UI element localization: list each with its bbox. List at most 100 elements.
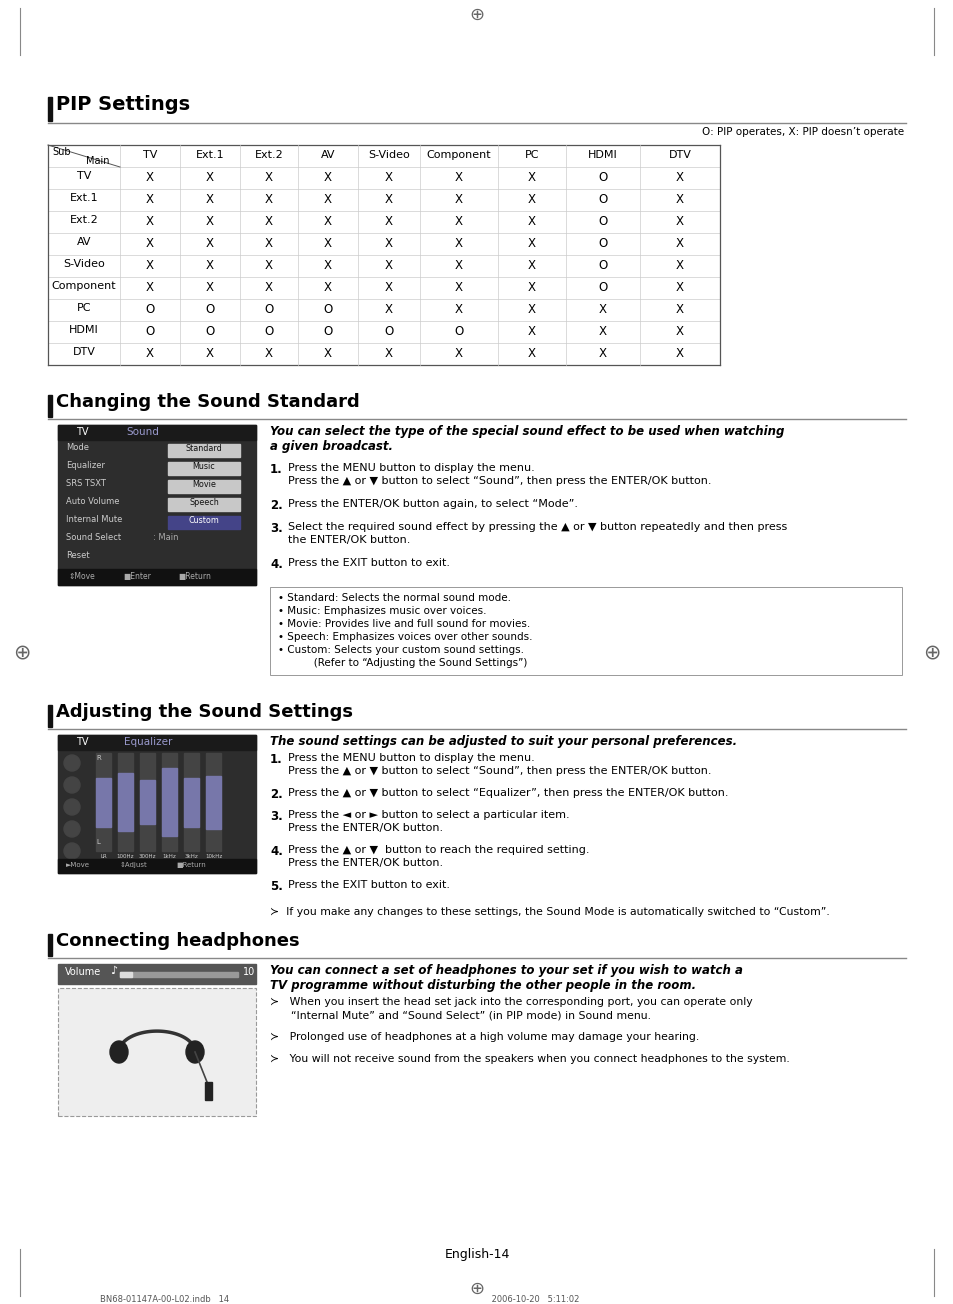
Text: 4.: 4. bbox=[270, 845, 283, 858]
Bar bbox=[58, 425, 255, 439]
Text: Press the EXIT button to exit.: Press the EXIT button to exit. bbox=[288, 558, 450, 569]
Bar bbox=[48, 96, 52, 121]
Bar bbox=[206, 752, 221, 852]
Text: X: X bbox=[676, 259, 683, 273]
Text: Press the ▲ or ▼ button to select “Sound”, then press the ENTER/OK button.: Press the ▲ or ▼ button to select “Sound… bbox=[288, 765, 711, 776]
Text: O: O bbox=[264, 303, 274, 316]
Bar bbox=[120, 971, 237, 977]
Text: X: X bbox=[324, 193, 332, 206]
Text: Press the ENTER/OK button again, to select “Mode”.: Press the ENTER/OK button again, to sele… bbox=[288, 499, 578, 509]
Bar bbox=[162, 768, 177, 836]
Bar bbox=[168, 480, 240, 493]
Text: 300Hz: 300Hz bbox=[138, 854, 156, 859]
Text: X: X bbox=[265, 215, 273, 228]
Bar bbox=[168, 462, 240, 475]
Text: Volume: Volume bbox=[65, 968, 101, 977]
Text: X: X bbox=[598, 303, 606, 316]
Text: : Main: : Main bbox=[152, 533, 178, 542]
Text: You can connect a set of headphones to your set if you wish to watch a
TV progra: You can connect a set of headphones to y… bbox=[270, 964, 742, 992]
Text: ■Enter: ■Enter bbox=[123, 572, 151, 582]
Text: X: X bbox=[598, 347, 606, 360]
Text: X: X bbox=[527, 303, 536, 316]
Text: O: O bbox=[145, 325, 154, 338]
Text: Reset: Reset bbox=[66, 552, 90, 559]
Text: SRS TSXT: SRS TSXT bbox=[66, 479, 106, 488]
Text: 10: 10 bbox=[243, 968, 255, 977]
Text: • Music: Emphasizes music over voices.: • Music: Emphasizes music over voices. bbox=[277, 606, 486, 615]
Text: X: X bbox=[206, 280, 213, 293]
Text: ≻   You will not receive sound from the speakers when you connect headphones to : ≻ You will not receive sound from the sp… bbox=[270, 1054, 789, 1064]
Text: X: X bbox=[455, 303, 462, 316]
Text: O: O bbox=[384, 325, 394, 338]
Text: 10kHz: 10kHz bbox=[205, 854, 222, 859]
Text: X: X bbox=[324, 215, 332, 228]
Text: The sound settings can be adjusted to suit your personal preferences.: The sound settings can be adjusted to su… bbox=[270, 735, 737, 748]
Bar bbox=[58, 735, 255, 750]
Text: X: X bbox=[385, 171, 393, 184]
Bar bbox=[58, 988, 255, 1116]
Circle shape bbox=[64, 822, 80, 837]
Ellipse shape bbox=[110, 1041, 128, 1063]
Text: Press the MENU button to display the menu.: Press the MENU button to display the men… bbox=[288, 752, 535, 763]
Text: O: O bbox=[598, 215, 607, 228]
Text: S-Video: S-Video bbox=[63, 259, 105, 269]
Text: O: O bbox=[598, 280, 607, 293]
Bar bbox=[58, 964, 255, 985]
Text: Select the required sound effect by pressing the ▲ or ▼ button repeatedly and th: Select the required sound effect by pres… bbox=[288, 522, 786, 532]
Text: O: O bbox=[205, 303, 214, 316]
Text: X: X bbox=[206, 237, 213, 250]
Text: (Refer to “Adjusting the Sound Settings”): (Refer to “Adjusting the Sound Settings”… bbox=[277, 659, 527, 668]
Text: X: X bbox=[385, 193, 393, 206]
Text: ⊕: ⊕ bbox=[469, 7, 484, 23]
Text: 3.: 3. bbox=[270, 522, 282, 535]
Text: X: X bbox=[455, 215, 462, 228]
Text: Auto Volume: Auto Volume bbox=[66, 497, 119, 506]
Text: 2.: 2. bbox=[270, 788, 282, 801]
Text: PIP Settings: PIP Settings bbox=[56, 95, 190, 113]
Text: 1.: 1. bbox=[270, 463, 282, 476]
Text: X: X bbox=[324, 237, 332, 250]
Text: X: X bbox=[676, 193, 683, 206]
Text: Mode: Mode bbox=[66, 443, 89, 452]
Text: 2.: 2. bbox=[270, 499, 282, 512]
Text: X: X bbox=[455, 347, 462, 360]
Text: 4.: 4. bbox=[270, 558, 283, 571]
Text: X: X bbox=[676, 303, 683, 316]
Text: Component: Component bbox=[426, 150, 491, 160]
Text: • Custom: Selects your custom sound settings.: • Custom: Selects your custom sound sett… bbox=[277, 645, 523, 655]
Bar bbox=[162, 752, 177, 852]
Text: X: X bbox=[206, 215, 213, 228]
Text: X: X bbox=[265, 259, 273, 273]
Text: X: X bbox=[455, 193, 462, 206]
Text: DTV: DTV bbox=[668, 150, 691, 160]
Text: Press the MENU button to display the menu.: Press the MENU button to display the men… bbox=[288, 463, 535, 473]
Text: ■Return: ■Return bbox=[175, 862, 206, 868]
Text: 5.: 5. bbox=[270, 880, 283, 893]
Text: Equalizer: Equalizer bbox=[66, 462, 105, 469]
Text: O: O bbox=[598, 259, 607, 273]
Text: AV: AV bbox=[320, 150, 335, 160]
Circle shape bbox=[64, 755, 80, 771]
Text: S-Video: S-Video bbox=[368, 150, 410, 160]
Bar bbox=[184, 777, 199, 827]
Text: Music: Music bbox=[193, 462, 215, 471]
Text: 3.: 3. bbox=[270, 810, 282, 823]
Bar bbox=[96, 752, 111, 852]
Bar bbox=[140, 780, 154, 824]
Text: Equalizer: Equalizer bbox=[124, 737, 172, 747]
Bar bbox=[48, 395, 52, 417]
Text: X: X bbox=[265, 193, 273, 206]
Text: English-14: English-14 bbox=[444, 1248, 509, 1261]
Text: O: O bbox=[598, 171, 607, 184]
Text: Press the ▲ or ▼ button to select “Equalizer”, then press the ENTER/OK button.: Press the ▲ or ▼ button to select “Equal… bbox=[288, 788, 728, 798]
Text: Connecting headphones: Connecting headphones bbox=[56, 932, 299, 951]
Text: X: X bbox=[265, 280, 273, 293]
Text: X: X bbox=[324, 171, 332, 184]
Text: X: X bbox=[455, 171, 462, 184]
Bar bbox=[118, 773, 132, 831]
Text: X: X bbox=[527, 280, 536, 293]
Text: X: X bbox=[676, 171, 683, 184]
Text: X: X bbox=[206, 259, 213, 273]
Bar bbox=[120, 971, 132, 977]
Text: ≻   Prolonged use of headphones at a high volume may damage your hearing.: ≻ Prolonged use of headphones at a high … bbox=[270, 1031, 699, 1042]
